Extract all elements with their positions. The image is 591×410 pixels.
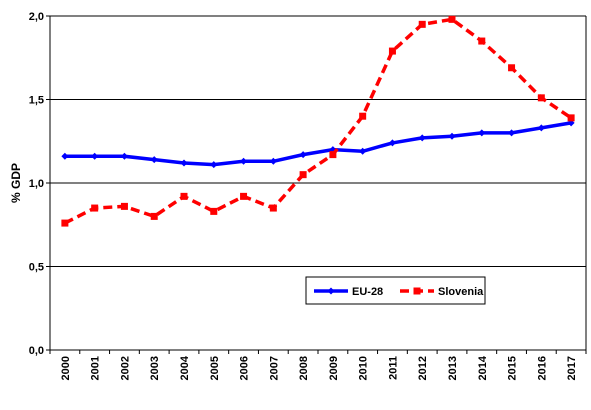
data-point-eu-28 (240, 157, 248, 165)
data-point-slovenia (537, 94, 545, 102)
data-point-eu-28 (359, 147, 367, 155)
data-point-slovenia (120, 202, 128, 210)
legend-label-eu-28: EU-28 (352, 286, 383, 298)
data-point-slovenia (359, 112, 367, 120)
x-tick-label: 2014 (477, 355, 489, 380)
data-point-slovenia (61, 219, 69, 227)
y-tick-label: 2,0 (29, 11, 44, 23)
data-point-eu-28 (120, 152, 128, 160)
data-point-eu-28 (61, 152, 69, 160)
x-tick-label: 2004 (179, 355, 191, 380)
x-tick-label: 2007 (268, 356, 280, 380)
y-axis-label: % GDP (9, 163, 23, 203)
x-tick-label: 2005 (209, 356, 221, 380)
data-point-eu-28 (388, 139, 396, 147)
grid-lines (46, 15, 586, 351)
x-tick-label: 2010 (358, 356, 370, 380)
y-tick-label: 0,5 (29, 262, 44, 274)
series-line-slovenia (64, 17, 573, 225)
x-tick-label: 2016 (536, 356, 548, 380)
legend-label-slovenia: Slovenia (438, 286, 484, 298)
data-point-slovenia (418, 20, 426, 28)
series-slovenia (61, 15, 575, 227)
data-point-slovenia (150, 212, 158, 220)
data-point-slovenia (91, 204, 99, 212)
y-tick-label: 0,0 (29, 345, 44, 357)
x-tick-label: 2001 (90, 356, 102, 380)
series-eu-28 (61, 119, 575, 169)
x-tick-label: 2003 (149, 356, 161, 380)
y-tick-labels: 0,0 0,5 1,0 1,5 2,0 (29, 11, 44, 357)
data-point-slovenia (240, 192, 248, 200)
axes (49, 16, 587, 354)
series-group (61, 15, 575, 227)
data-point-eu-28 (478, 129, 486, 137)
y-tick-label: 1,0 (29, 178, 44, 190)
data-point-eu-28 (448, 132, 456, 140)
data-point-eu-28 (269, 157, 277, 165)
x-tick-label: 2000 (60, 356, 72, 380)
data-point-eu-28 (299, 151, 307, 159)
data-point-eu-28 (91, 152, 99, 160)
data-point-slovenia (448, 15, 456, 23)
x-tick-label: 2017 (566, 356, 578, 380)
x-tick-label: 2013 (447, 356, 459, 380)
x-tick-label: 2009 (328, 356, 340, 380)
data-point-slovenia (180, 192, 188, 200)
data-point-slovenia (388, 47, 396, 55)
data-point-eu-28 (418, 134, 426, 142)
x-tick-label: 2002 (119, 356, 131, 380)
data-point-slovenia (269, 204, 277, 212)
data-point-slovenia (508, 64, 516, 72)
legend: EU-28 Slovenia (305, 276, 486, 305)
x-tick-label: 2011 (387, 356, 399, 380)
data-point-slovenia (210, 207, 218, 215)
y-tick-label: 1,5 (29, 95, 44, 107)
legend-marker-slovenia (413, 287, 421, 295)
data-point-slovenia (478, 37, 486, 45)
data-point-eu-28 (180, 159, 188, 167)
data-point-slovenia (567, 114, 575, 122)
data-point-eu-28 (210, 161, 218, 169)
data-point-eu-28 (150, 156, 158, 164)
x-tick-labels: 2000 2001 2002 2003 2004 2005 2006 2007 2008 2009… (60, 355, 578, 380)
data-point-eu-28 (508, 129, 516, 137)
x-tick-label: 2015 (507, 356, 519, 380)
x-tick-label: 2012 (417, 356, 429, 380)
data-point-slovenia (329, 151, 337, 159)
x-tick-label: 2008 (298, 356, 310, 380)
data-point-eu-28 (537, 124, 545, 132)
x-tick-label: 2006 (239, 356, 251, 380)
data-point-slovenia (299, 171, 307, 179)
legend-marker-eu-28 (327, 287, 335, 295)
series-line-eu-28 (64, 121, 572, 167)
